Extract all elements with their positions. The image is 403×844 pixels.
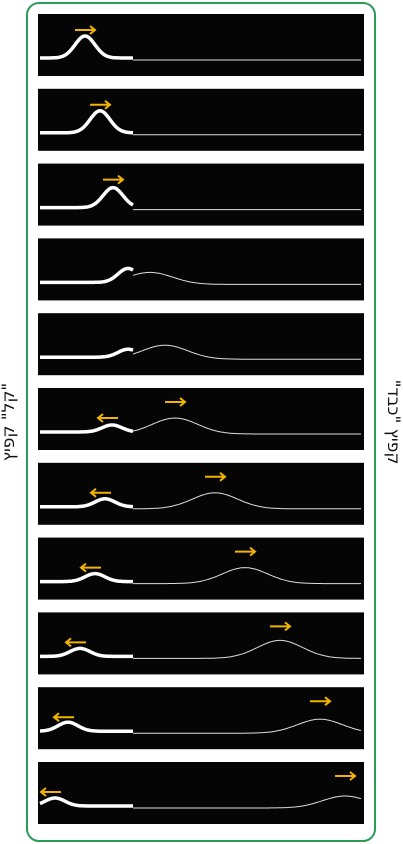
direction-arrow [235,546,257,557]
direction-arrow [165,397,187,407]
right-label: "קל" קפיץ [0,383,19,461]
frame [38,88,364,151]
light-spring [133,639,361,659]
direction-arrow [52,712,74,722]
direction-arrow [310,696,332,706]
frame [38,762,364,824]
heavy-spring [40,34,133,60]
frame [38,388,364,450]
frame [38,313,364,376]
direction-arrow [64,637,86,648]
photo-frame [38,313,364,376]
photo-sequence [38,14,364,824]
heavy-spring [40,571,133,584]
photo-frame [38,238,364,301]
light-spring [133,492,361,510]
photo-frame [38,388,364,450]
light-spring [132,417,361,435]
photo-frame [38,163,364,226]
frame [38,462,364,525]
direction-arrow [39,787,61,797]
frame [38,238,364,301]
photo-frame [38,462,364,525]
heavy-spring [40,185,134,210]
direction-arrow [90,100,112,110]
direction-arrow [89,488,111,498]
frame [38,14,364,76]
frame [38,163,364,226]
photo-frame [38,762,364,824]
frame [38,612,364,675]
left-label: קפיץ "כבד" [383,380,403,465]
frame [38,537,364,600]
photo-frame [38,687,364,750]
direction-arrow [205,472,227,482]
photo-frame [38,612,364,675]
heavy-spring [40,109,133,135]
heavy-spring [40,347,134,359]
heavy-spring [40,720,133,733]
direction-arrow [103,174,125,185]
light-spring [132,344,361,360]
direction-arrow [96,413,118,423]
light-spring [132,271,361,285]
photo-frame [38,88,364,151]
light-spring [133,567,361,585]
direction-arrow [335,771,357,781]
heavy-spring [40,423,134,434]
light-spring [133,795,362,809]
direction-arrow [75,25,97,35]
direction-arrow [270,621,292,632]
direction-arrow [79,562,101,573]
photo-frame [38,14,364,76]
heavy-spring [40,646,133,659]
heavy-spring [40,497,134,509]
light-spring [133,718,362,734]
frame [38,687,364,750]
heavy-spring [39,796,133,808]
heavy-spring [40,266,134,285]
